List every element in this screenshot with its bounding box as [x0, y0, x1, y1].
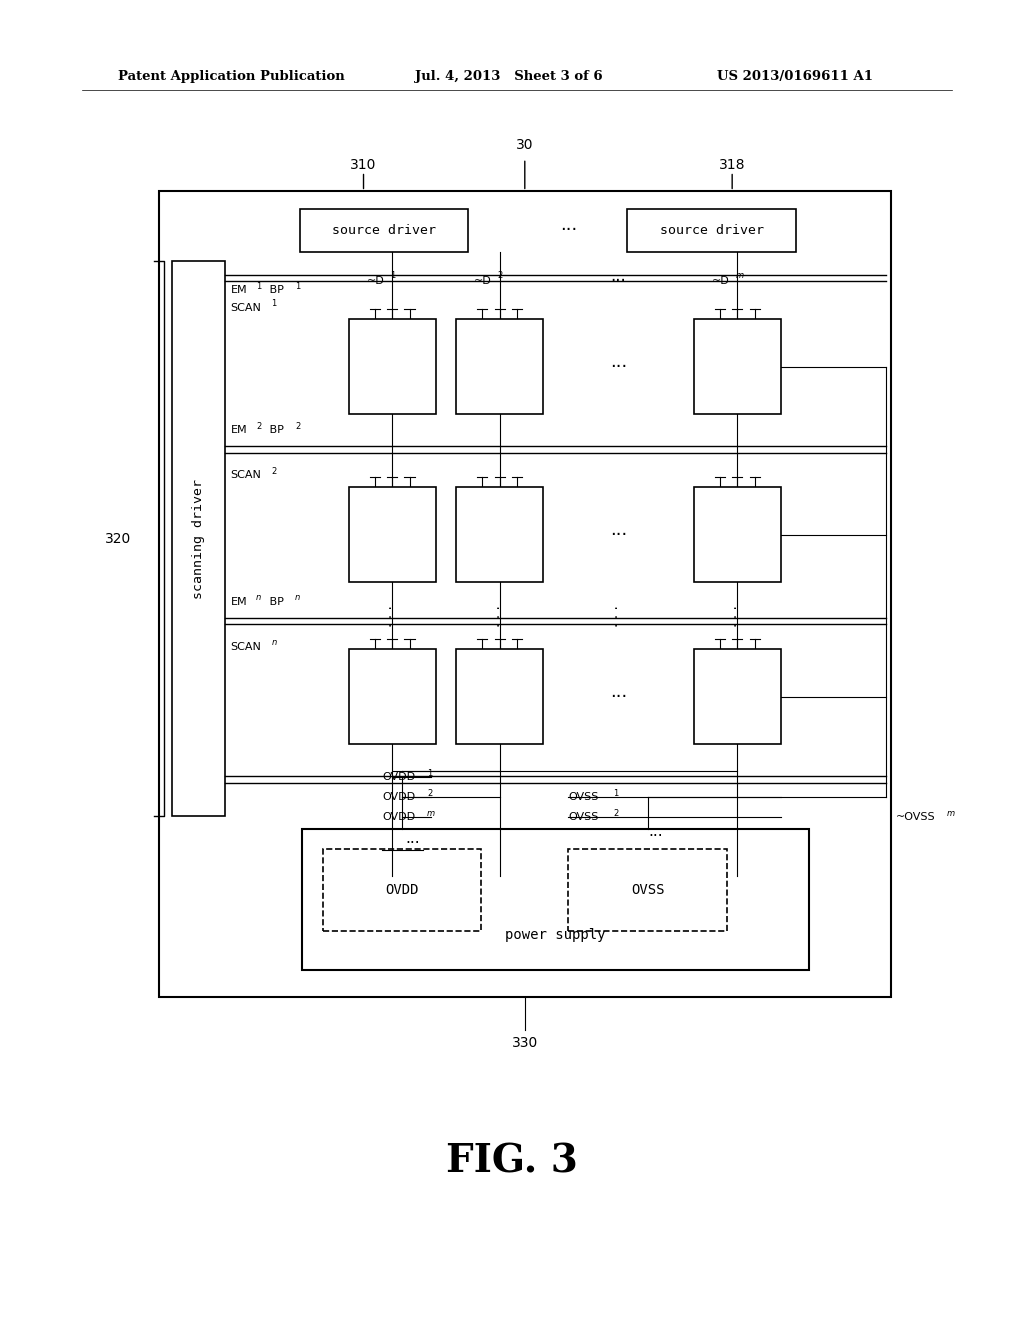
Text: 1m: 1m: [734, 347, 750, 358]
Text: P: P: [723, 360, 730, 374]
Text: SCAN: SCAN: [230, 470, 261, 480]
Text: · · ·: · · ·: [730, 605, 744, 627]
Text: nm: nm: [734, 677, 750, 688]
Text: SCAN: SCAN: [230, 302, 261, 313]
Text: BP: BP: [266, 597, 284, 607]
Text: 1: 1: [271, 300, 276, 308]
Text: ···: ···: [610, 525, 627, 544]
Text: BP: BP: [266, 425, 284, 436]
Text: P: P: [378, 528, 385, 541]
Text: ~OVSS: ~OVSS: [896, 812, 936, 822]
Text: m: m: [427, 809, 435, 817]
Text: P: P: [485, 360, 493, 374]
Text: P: P: [378, 360, 385, 374]
Text: 2: 2: [427, 789, 432, 797]
Text: source driver: source driver: [332, 224, 436, 236]
Bar: [172, 261, 225, 816]
Text: EM: EM: [230, 285, 247, 296]
Text: 21: 21: [389, 515, 401, 525]
Text: SCAN: SCAN: [230, 642, 261, 652]
Text: Jul. 4, 2013   Sheet 3 of 6: Jul. 4, 2013 Sheet 3 of 6: [415, 70, 602, 83]
Text: P: P: [723, 690, 730, 704]
Text: OVDD: OVDD: [382, 792, 415, 803]
Text: 2: 2: [498, 272, 503, 280]
Text: P: P: [378, 690, 385, 704]
Text: OVDD: OVDD: [385, 883, 419, 896]
Text: OVSS: OVSS: [568, 812, 599, 822]
Text: 11: 11: [389, 347, 401, 358]
Text: OVSS: OVSS: [568, 792, 599, 803]
Text: 1: 1: [427, 770, 432, 777]
Bar: [159, 191, 891, 997]
Text: 2: 2: [271, 467, 276, 475]
Text: n: n: [256, 594, 261, 602]
Text: power supply: power supply: [505, 928, 606, 942]
Text: EM: EM: [230, 597, 247, 607]
Text: · · ·: · · ·: [385, 605, 399, 627]
Text: 2: 2: [295, 422, 300, 430]
Text: Patent Application Publication: Patent Application Publication: [118, 70, 344, 83]
Text: 12: 12: [497, 347, 509, 358]
Text: P: P: [723, 528, 730, 541]
Text: 22: 22: [497, 515, 509, 525]
Text: 330: 330: [512, 1036, 538, 1049]
Text: 2: 2: [256, 422, 261, 430]
Text: 1: 1: [613, 789, 618, 797]
Text: OVSS: OVSS: [631, 883, 665, 896]
Text: ···: ···: [610, 688, 627, 706]
Bar: [457, 649, 543, 744]
Text: n2: n2: [497, 677, 509, 688]
Text: 1: 1: [390, 272, 395, 280]
Text: ~D: ~D: [367, 276, 384, 286]
Text: 1: 1: [295, 282, 300, 290]
Text: US 2013/0169611 A1: US 2013/0169611 A1: [717, 70, 872, 83]
Bar: [627, 209, 797, 252]
Text: EM: EM: [230, 425, 247, 436]
Text: 310: 310: [350, 158, 377, 172]
Text: P: P: [485, 528, 493, 541]
Text: ~D: ~D: [474, 276, 492, 286]
Bar: [694, 649, 780, 744]
Text: n1: n1: [389, 677, 401, 688]
Bar: [348, 487, 436, 582]
Text: scanning driver: scanning driver: [193, 479, 205, 598]
Bar: [457, 487, 543, 582]
Text: m: m: [947, 809, 955, 817]
Text: n: n: [271, 639, 276, 647]
Text: 2m: 2m: [734, 515, 750, 525]
Bar: [302, 829, 809, 970]
Text: 318: 318: [719, 158, 745, 172]
Bar: [348, 649, 436, 744]
Text: P: P: [485, 690, 493, 704]
Text: OVDD: OVDD: [382, 812, 415, 822]
Text: ···: ···: [610, 358, 627, 376]
Text: 30: 30: [516, 139, 534, 152]
Text: BP: BP: [266, 285, 284, 296]
Text: · · ·: · · ·: [611, 605, 626, 627]
Text: ···: ···: [560, 222, 577, 239]
Text: source driver: source driver: [659, 224, 764, 236]
Text: ···: ···: [406, 836, 420, 851]
Text: · · ·: · · ·: [493, 605, 507, 627]
Text: 2: 2: [613, 809, 618, 817]
Bar: [323, 849, 481, 931]
Text: n: n: [295, 594, 300, 602]
Text: OVDD: OVDD: [382, 772, 415, 783]
Text: FIG. 3: FIG. 3: [446, 1143, 578, 1180]
Text: ···: ···: [648, 829, 663, 845]
Bar: [457, 319, 543, 414]
Bar: [568, 849, 727, 931]
Bar: [348, 319, 436, 414]
Text: 1: 1: [256, 282, 261, 290]
Bar: [694, 319, 780, 414]
Text: ···: ···: [610, 272, 627, 290]
Bar: [299, 209, 469, 252]
Text: 320: 320: [104, 532, 131, 545]
Text: m: m: [735, 272, 743, 280]
Text: ~D: ~D: [712, 276, 729, 286]
Bar: [694, 487, 780, 582]
